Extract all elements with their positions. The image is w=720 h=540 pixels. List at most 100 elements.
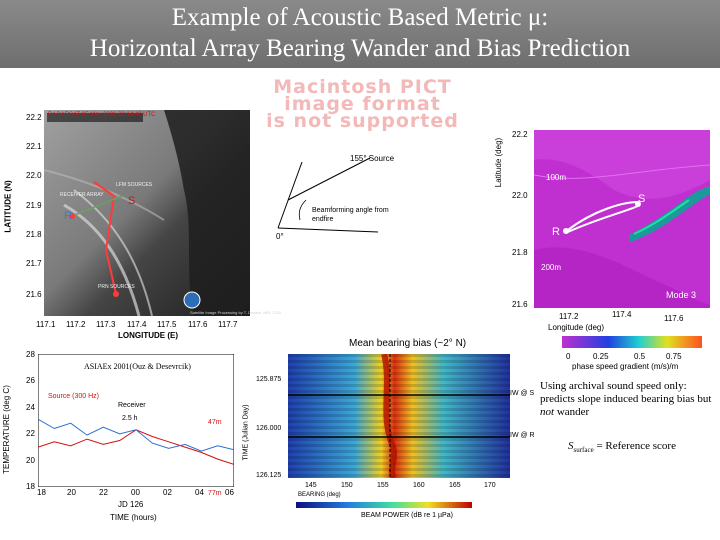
map-xlabel: Longitude (deg)	[548, 323, 605, 332]
beam-xtick: 160	[413, 482, 425, 489]
sar-lat-tick: 21.8	[26, 230, 42, 239]
beam-ylabel: TIME (Julian Day)	[242, 404, 250, 461]
temp-legend: ASIAEx 2001(Ouz & Desevrcik)	[84, 362, 191, 371]
map-lat-tick: 22.2	[512, 130, 528, 139]
colorbar-tick: 0	[566, 352, 571, 361]
beam-image	[288, 354, 510, 478]
temp-xtick: 20	[67, 488, 76, 497]
map-image	[534, 130, 710, 308]
sar-lon-tick: 117.5	[157, 320, 177, 329]
sar-lat-tick: 22.2	[26, 113, 42, 122]
sar-lon-tick: 117.1	[36, 320, 56, 329]
bias-label: Mean bearing bias (~2° N)	[349, 338, 467, 349]
temp-ylabel-wrap: TEMPERATURE (deg C)	[0, 385, 14, 475]
map-lon-tick: 117.4	[612, 310, 632, 319]
sar-receiver-label: RECEIVER ARRAY	[60, 192, 104, 198]
map-s-label: S	[638, 193, 646, 205]
temp-xtick: 22	[99, 488, 108, 497]
beam-xtick: 150	[341, 482, 353, 489]
sar-lon-tick: 117.6	[188, 320, 208, 329]
map-lon-tick: 117.2	[559, 312, 579, 321]
beam-ytick: 126.125	[256, 472, 282, 479]
colorbar-tick: 0.75	[666, 352, 682, 361]
temp-span-label: 2.5 h	[122, 415, 138, 422]
sar-credit: Satellite Image Processing by T. Donato,…	[190, 310, 281, 315]
bearing-lines	[277, 157, 379, 233]
score-line: Ssurface = Reference score	[568, 440, 676, 454]
colorbar-label: phase speed gradient (m/s)/m	[572, 362, 679, 371]
temp-depth2: 77m	[208, 490, 222, 497]
temp-xtick: 02	[163, 488, 172, 497]
temp-receiver-label: Receiver	[118, 402, 146, 409]
map-r-label: R	[552, 226, 560, 238]
map-ylabel-wrap: Latitude (deg)	[494, 130, 508, 200]
map-lat-tick: 21.8	[512, 248, 528, 257]
map-mode-label: Mode 3	[666, 290, 697, 300]
beam-xtick: 145	[305, 482, 317, 489]
beam-xtick: 170	[484, 482, 496, 489]
sar-r-label: R	[64, 210, 72, 222]
map-lon-tick: 117.6	[664, 314, 684, 323]
notes-text-a: Using archival sound speed only: predict…	[540, 380, 712, 405]
sar-prn-label: PRN SOURCES	[98, 284, 135, 290]
pict-line-3: is not supported	[266, 110, 459, 132]
beam-xlabel: BEARING (deg)	[298, 492, 341, 498]
map-colorbar	[562, 336, 702, 348]
score-text: = Reference score	[593, 440, 676, 452]
temp-depth1: 47m	[208, 419, 222, 426]
bearing-source-label: 155° Source	[350, 154, 394, 163]
temp-ytick: 26	[26, 376, 35, 385]
bearing-zero-label: 0°	[276, 232, 284, 241]
beam-annot-bottom: IW @ R	[510, 432, 535, 439]
map-100m-label: 100m	[546, 173, 567, 182]
map-200m-label: 200m	[541, 263, 562, 272]
beam-ytick: 125.875	[256, 376, 282, 383]
map-lat-tick: 21.6	[512, 300, 528, 309]
notes-text-b: wander	[554, 406, 590, 418]
sar-image	[44, 110, 250, 316]
sar-lat-tick: 22.0	[26, 171, 42, 180]
beam-cbar-label: BEAM POWER (dB re 1 µPa)	[361, 512, 453, 519]
colorbar-tick: 0.5	[634, 352, 646, 361]
map-ylabel: Latitude (deg)	[494, 137, 504, 188]
temp-xtick: 04	[195, 488, 204, 497]
temp-xtick: 18	[37, 488, 46, 497]
beamforming-label: Beamforming angle from endfire	[312, 207, 389, 223]
sar-s-label: S	[128, 195, 136, 207]
temp-ytick: 18	[26, 482, 35, 491]
sar-lon-tick: 117.4	[127, 320, 147, 329]
slide-title-line-1: Example of Acoustic Based Metric μ:	[171, 4, 549, 31]
beam-ylabel-wrap: TIME (Julian Day)	[242, 395, 254, 475]
sar-lon-tick: 117.3	[96, 320, 116, 329]
sar-header: RADARSAT 05 May 2001 22:14:40 UTC	[48, 112, 156, 118]
sar-ylabel-wrap: LATITUDE (N)	[0, 180, 14, 240]
temp-ylabel: TEMPERATURE (deg C)	[1, 385, 11, 474]
temp-ytick: 22	[26, 429, 35, 438]
title-bar: Example of Acoustic Based Metric μ: Hori…	[0, 0, 720, 68]
notes-text: Using archival sound speed only: predict…	[540, 380, 716, 419]
temp-ytick: 28	[26, 350, 35, 359]
beam-xtick: 155	[377, 482, 389, 489]
sar-lat-tick: 21.7	[26, 259, 42, 268]
temp-series-line-2	[38, 418, 234, 452]
temp-source-label: Source (300 Hz)	[48, 393, 99, 400]
notes-text-em: not	[540, 406, 555, 418]
beam-colorbar	[296, 502, 472, 508]
temp-xtick: 00	[131, 488, 140, 497]
sar-lat-tick: 22.1	[26, 142, 42, 151]
slide-title-line-2: Horizontal Array Bearing Wander and Bias…	[89, 35, 631, 62]
score-sub: surface	[573, 446, 594, 455]
map-lat-tick: 22.0	[512, 191, 528, 200]
sar-xlabel: LONGITUDE (E)	[118, 331, 178, 340]
score-symbol: S	[568, 440, 574, 452]
sar-lon-tick: 117.2	[66, 320, 86, 329]
sar-lat-tick: 21.6	[26, 290, 42, 299]
temp-ytick: 24	[26, 403, 35, 412]
colorbar-tick: 0.25	[593, 352, 609, 361]
sar-lon-tick: 117.7	[218, 320, 238, 329]
temp-chart	[38, 354, 234, 487]
bearing-source-text: 155° Source	[350, 154, 395, 163]
pict-line-1: Macintosh PICT	[273, 76, 452, 98]
temp-xlabel: TIME (hours)	[110, 513, 157, 522]
beam-ytick: 126.000	[256, 425, 282, 432]
